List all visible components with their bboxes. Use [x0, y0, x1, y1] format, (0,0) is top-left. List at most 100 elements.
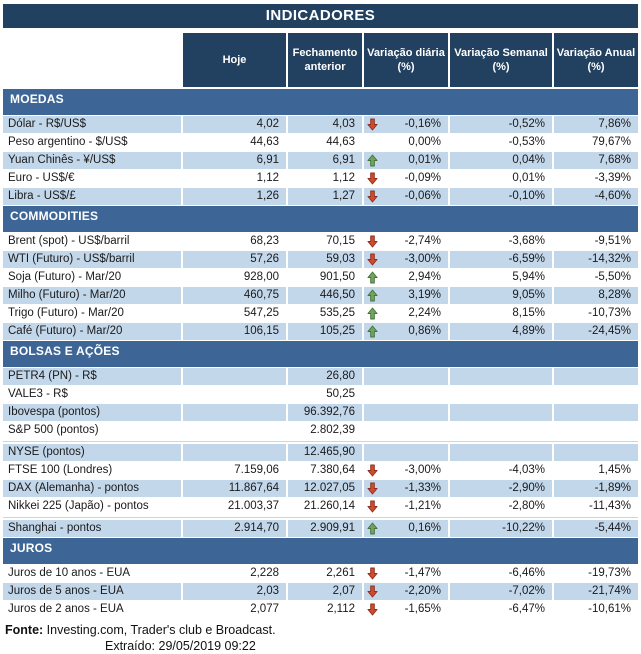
arrow-up-icon [367, 522, 378, 535]
arrow-up-icon [367, 271, 378, 284]
cell-variacao-diaria: -1,21% [364, 498, 448, 515]
row-label: Trigo (Futuro) - Mar/20 [3, 305, 181, 322]
col-header-text: Fechamento [292, 47, 358, 59]
section-header-bolsas-e-acoes: BOLSAS E AÇÕES [3, 341, 638, 367]
table-row: Brent (spot) - US$/barril 68,23 70,15 -2,74… [3, 233, 638, 250]
cell-variacao-anual [554, 368, 638, 385]
row-label: Dólar - R$/US$ [3, 116, 181, 133]
column-header-row: Hoje Fechamento anterior Variação diária (… [3, 33, 638, 87]
col-header-text: Hoje [222, 54, 247, 66]
cell-variacao-anual: -10,61% [554, 601, 638, 618]
cell-variacao-diaria: 0,01% [364, 152, 448, 169]
cell-variacao-diaria: 0,16% [364, 520, 448, 537]
cell-hoje: 2,077 [183, 601, 286, 618]
col-header-text: Variação Anual [556, 47, 636, 59]
cell-hoje: 7.159,06 [183, 462, 286, 479]
table-row: Juros de 2 anos - EUA 2,077 2,112 -1,65% -6,… [3, 601, 638, 618]
footer: Fonte: Investing.com, Trader's club e Br… [3, 623, 638, 654]
table-row: Trigo (Futuro) - Mar/20 547,25 535,25 2,24%… [3, 305, 638, 322]
cell-variacao-semanal: -0,52% [450, 116, 552, 133]
source-label: Fonte: [5, 623, 44, 637]
cell-variacao-anual: -5,50% [554, 269, 638, 286]
cell-hoje: 11.867,64 [183, 480, 286, 497]
cell-variacao-anual: -10,73% [554, 305, 638, 322]
cell-fechamento-anterior: 4,03 [288, 116, 362, 133]
cell-hoje: 57,26 [183, 251, 286, 268]
cell-variacao-anual: 7,68% [554, 152, 638, 169]
row-label: S&P 500 (pontos) [3, 422, 181, 439]
table-row: Juros de 10 anos - EUA 2,228 2,261 -1,47% -6… [3, 565, 638, 582]
cell-fechamento-anterior: 12.027,05 [288, 480, 362, 497]
cell-variacao-semanal: 4,89% [450, 323, 552, 340]
cell-fechamento-anterior: 44,63 [288, 134, 362, 151]
row-label: Café (Futuro) - Mar/20 [3, 323, 181, 340]
cell-variacao-diaria: 3,19% [364, 287, 448, 304]
row-label: Shanghai - pontos [3, 520, 181, 537]
cell-fechamento-anterior: 7.380,64 [288, 462, 362, 479]
arrow-down-icon [367, 585, 378, 598]
cell-variacao-semanal: -0,53% [450, 134, 552, 151]
table-row: Yuan Chinês - ¥/US$ 6,91 6,91 0,01% 0,04% 7,6… [3, 152, 638, 169]
cell-fechamento-anterior: 96.392,76 [288, 404, 362, 421]
cell-fechamento-anterior: 21.260,14 [288, 498, 362, 515]
cell-hoje [183, 386, 286, 403]
table-row: Shanghai - pontos 2.914,70 2.909,91 0,16% -1… [3, 517, 638, 537]
cell-variacao-semanal: -2,90% [450, 480, 552, 497]
table-row: Juros de 5 anos - EUA 2,03 2,07 -2,20% -7,02… [3, 583, 638, 600]
col-header-variacao-anual: Variação Anual (%) [554, 33, 638, 87]
table-row: Nikkei 225 (Japão) - pontos 21.003,37 21.2… [3, 498, 638, 515]
cell-variacao-semanal [450, 444, 552, 461]
cell-variacao-semanal: 5,94% [450, 269, 552, 286]
row-label: Juros de 2 anos - EUA [3, 601, 181, 618]
table-row: DAX (Alemanha) - pontos 11.867,64 12.027,0… [3, 480, 638, 497]
col-header-variacao-semanal: Variação Semanal (%) [450, 33, 552, 87]
cell-variacao-anual: -14,32% [554, 251, 638, 268]
cell-variacao-diaria: -1,47% [364, 565, 448, 582]
cell-variacao-anual [554, 386, 638, 403]
table-row: Peso argentino - $/US$ 44,63 44,63 0,00% -0,… [3, 134, 638, 151]
cell-variacao-diaria [364, 444, 448, 461]
cell-variacao-semanal: -6,59% [450, 251, 552, 268]
cell-variacao-diaria: 0,86% [364, 323, 448, 340]
cell-hoje [183, 444, 286, 461]
cell-hoje: 106,15 [183, 323, 286, 340]
cell-variacao-diaria: -0,06% [364, 188, 448, 205]
cell-variacao-semanal: -3,68% [450, 233, 552, 250]
row-label: WTI (Futuro) - US$/barril [3, 251, 181, 268]
arrow-down-icon [367, 464, 378, 477]
cell-variacao-semanal: 0,04% [450, 152, 552, 169]
cell-fechamento-anterior: 26,80 [288, 368, 362, 385]
row-label: Ibovespa (pontos) [3, 404, 181, 421]
cell-variacao-diaria: 2,24% [364, 305, 448, 322]
arrow-down-icon [367, 172, 378, 185]
arrow-down-icon [367, 235, 378, 248]
arrow-down-icon [367, 567, 378, 580]
extracted-line: Extraído: 29/05/2019 09:22 [105, 639, 256, 653]
cell-variacao-semanal: -6,46% [450, 565, 552, 582]
arrow-up-icon [367, 325, 378, 338]
cell-fechamento-anterior: 2.802,39 [288, 422, 362, 439]
cell-hoje: 2.914,70 [183, 520, 286, 537]
cell-variacao-anual [554, 422, 638, 439]
cell-variacao-semanal [450, 404, 552, 421]
cell-variacao-anual: -5,44% [554, 520, 638, 537]
arrow-down-icon [367, 482, 378, 495]
cell-fechamento-anterior: 2.909,91 [288, 520, 362, 537]
table-row: Ibovespa (pontos) 96.392,76 [3, 404, 638, 421]
arrow-up-icon [367, 307, 378, 320]
table-body: MOEDAS Dólar - R$/US$ 4,02 4,03 -0,16% -0,52%… [3, 89, 638, 618]
cell-hoje: 68,23 [183, 233, 286, 250]
row-label: Nikkei 225 (Japão) - pontos [3, 498, 181, 515]
section-header-juros: JUROS [3, 538, 638, 564]
cell-variacao-semanal [450, 368, 552, 385]
table-row: PETR4 (PN) - R$ 26,80 [3, 368, 638, 385]
cell-variacao-diaria [364, 368, 448, 385]
cell-fechamento-anterior: 446,50 [288, 287, 362, 304]
cell-hoje: 2,228 [183, 565, 286, 582]
cell-variacao-semanal: 9,05% [450, 287, 552, 304]
cell-variacao-semanal [450, 422, 552, 439]
table-row: Euro - US$/€ 1,12 1,12 -0,09% 0,01% -3,39% [3, 170, 638, 187]
cell-fechamento-anterior: 2,112 [288, 601, 362, 618]
col-header-text: (%) [587, 61, 605, 73]
